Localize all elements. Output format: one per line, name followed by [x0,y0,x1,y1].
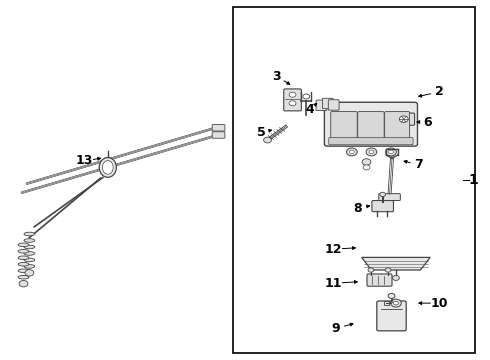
FancyBboxPatch shape [372,201,393,212]
FancyBboxPatch shape [212,132,225,138]
Ellipse shape [99,157,117,177]
FancyBboxPatch shape [358,112,384,140]
Circle shape [399,116,408,122]
Ellipse shape [18,275,29,279]
Ellipse shape [24,232,35,236]
Bar [384,301,389,305]
Circle shape [385,268,391,272]
Circle shape [363,165,370,170]
Ellipse shape [24,245,35,249]
FancyBboxPatch shape [377,301,406,331]
Circle shape [25,270,34,276]
Circle shape [362,159,371,165]
Circle shape [264,137,271,143]
Circle shape [393,301,398,305]
FancyBboxPatch shape [393,113,415,125]
FancyBboxPatch shape [331,112,357,140]
Text: 2: 2 [435,85,444,98]
Circle shape [388,293,395,298]
Text: 4: 4 [306,103,315,116]
Circle shape [346,148,357,156]
FancyBboxPatch shape [316,100,327,111]
Ellipse shape [24,258,35,262]
FancyBboxPatch shape [385,112,410,140]
Circle shape [366,148,377,156]
Ellipse shape [24,252,35,255]
FancyBboxPatch shape [284,89,301,111]
FancyBboxPatch shape [324,102,417,146]
Ellipse shape [18,262,29,266]
FancyBboxPatch shape [379,194,400,201]
Text: 12: 12 [324,243,342,256]
Text: 7: 7 [415,158,423,171]
Circle shape [289,92,296,97]
Ellipse shape [24,265,35,268]
Circle shape [368,268,374,272]
Ellipse shape [18,256,29,260]
Polygon shape [362,257,430,270]
Circle shape [386,148,396,156]
Circle shape [389,150,393,154]
Circle shape [303,94,310,99]
Bar [233,7,475,353]
Ellipse shape [24,239,35,242]
Text: 5: 5 [257,126,266,139]
Circle shape [289,101,296,106]
Circle shape [380,192,386,197]
Text: 9: 9 [331,322,340,335]
Text: 10: 10 [431,297,448,310]
Circle shape [349,150,354,154]
Text: 3: 3 [272,70,281,83]
Text: 1: 1 [468,173,478,187]
Ellipse shape [18,243,29,247]
Ellipse shape [102,161,113,174]
Text: 6: 6 [423,116,432,129]
Ellipse shape [18,269,29,273]
FancyBboxPatch shape [322,98,333,109]
FancyBboxPatch shape [328,100,339,110]
FancyBboxPatch shape [367,274,392,286]
Text: 13: 13 [75,154,93,167]
Circle shape [19,280,28,287]
FancyBboxPatch shape [212,125,225,131]
Ellipse shape [18,249,29,253]
Circle shape [391,299,401,307]
Circle shape [369,150,374,154]
Circle shape [392,275,399,280]
FancyBboxPatch shape [329,138,413,145]
Text: 8: 8 [353,202,362,215]
Text: 11: 11 [324,277,342,290]
